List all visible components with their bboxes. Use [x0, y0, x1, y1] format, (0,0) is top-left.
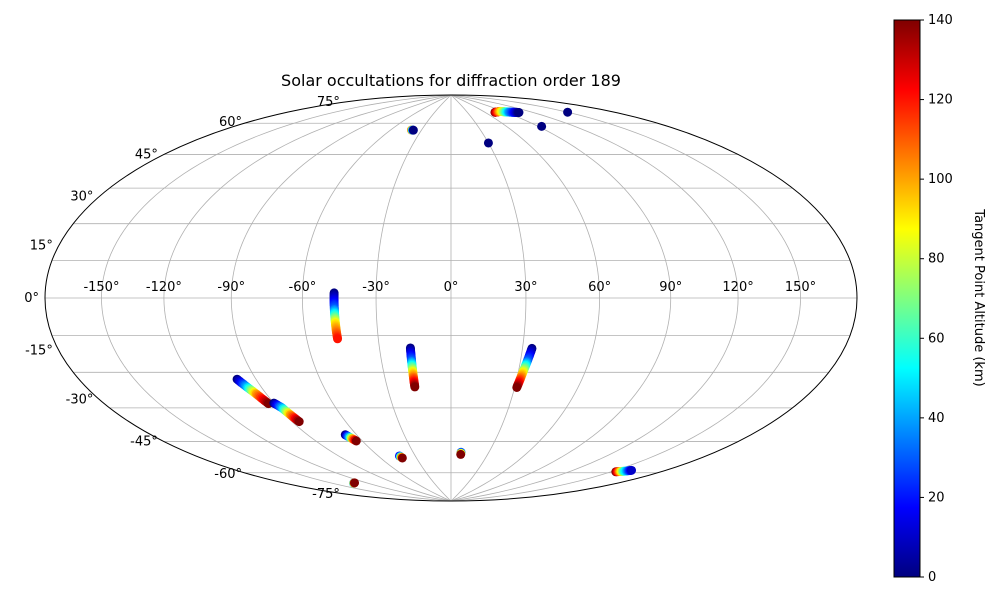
- latitude-tick-label: -60°: [214, 467, 242, 482]
- latitude-tick-label: 45°: [135, 147, 158, 162]
- grid: [45, 95, 857, 501]
- latitude-tick-label: 60°: [219, 115, 242, 130]
- longitude-tick-label: 90°: [659, 280, 682, 295]
- occultation-point: [410, 382, 420, 392]
- longitude-tick-label: -30°: [362, 280, 390, 295]
- latitude-tick-label: -15°: [25, 344, 53, 359]
- occultation-point: [456, 449, 466, 459]
- longitude-tick-label: 30°: [514, 280, 537, 295]
- colorbar-tick-label: 80: [928, 252, 945, 267]
- colorbar-tick-label: 40: [928, 411, 945, 426]
- colorbar: [893, 19, 921, 578]
- longitude-tick-label: 60°: [588, 280, 611, 295]
- latitude-tick-labels: 75° 60° 45° 30° 15° 0° -15° -30° -45° -60° -75°: [24, 95, 340, 502]
- occultation-point: [333, 334, 343, 344]
- colorbar-tick-label: 120: [928, 93, 953, 108]
- occultation-point: [408, 125, 418, 135]
- map-boundary: [44, 94, 858, 502]
- occultation-point: [626, 465, 636, 475]
- latitude-tick-label: 75°: [317, 95, 340, 110]
- longitude-tick-labels: -150° -120° -90° -60° -30° 0° 30° 60° 90° 120° 150…: [83, 280, 816, 295]
- longitude-tick-label: -120°: [146, 280, 182, 295]
- occultation-point: [514, 107, 524, 117]
- colorbar-tick-label: 140: [928, 13, 953, 28]
- longitude-tick-label: 120°: [722, 280, 753, 295]
- colorbar-tick-label: 0: [928, 570, 936, 585]
- occultation-point: [512, 382, 522, 392]
- colorbar-tick-label: 20: [928, 490, 945, 505]
- longitude-tick-label: -90°: [217, 280, 245, 295]
- occultation-point: [537, 121, 547, 131]
- latitude-tick-label: -30°: [66, 393, 94, 408]
- occultation-point: [397, 453, 407, 463]
- occultation-point: [350, 478, 360, 488]
- longitude-tick-label: -150°: [83, 280, 119, 295]
- latitude-tick-label: -45°: [130, 435, 158, 450]
- latitude-tick-label: 0°: [24, 291, 39, 306]
- chart-title: Solar occultations for diffraction order…: [281, 71, 621, 90]
- colorbar-ticks: 0 20 40 60 80 100 120 140: [920, 13, 953, 585]
- occultation-point: [483, 138, 493, 148]
- latitude-tick-label: 30°: [70, 190, 93, 205]
- longitude-tick-label: 0°: [444, 280, 459, 295]
- occultation-point: [351, 436, 361, 446]
- occultation-point: [563, 107, 573, 117]
- longitude-tick-label: 150°: [785, 280, 816, 295]
- colorbar-tick-label: 100: [928, 172, 953, 187]
- data-points: [232, 106, 636, 488]
- occultation-point: [294, 417, 304, 427]
- latitude-tick-label: 15°: [30, 238, 53, 253]
- colorbar-label: Tangent Point Altitude (km): [971, 208, 986, 386]
- longitude-tick-label: -60°: [289, 280, 317, 295]
- latitude-tick-label: -75°: [312, 487, 340, 502]
- colorbar-tick-label: 60: [928, 331, 945, 346]
